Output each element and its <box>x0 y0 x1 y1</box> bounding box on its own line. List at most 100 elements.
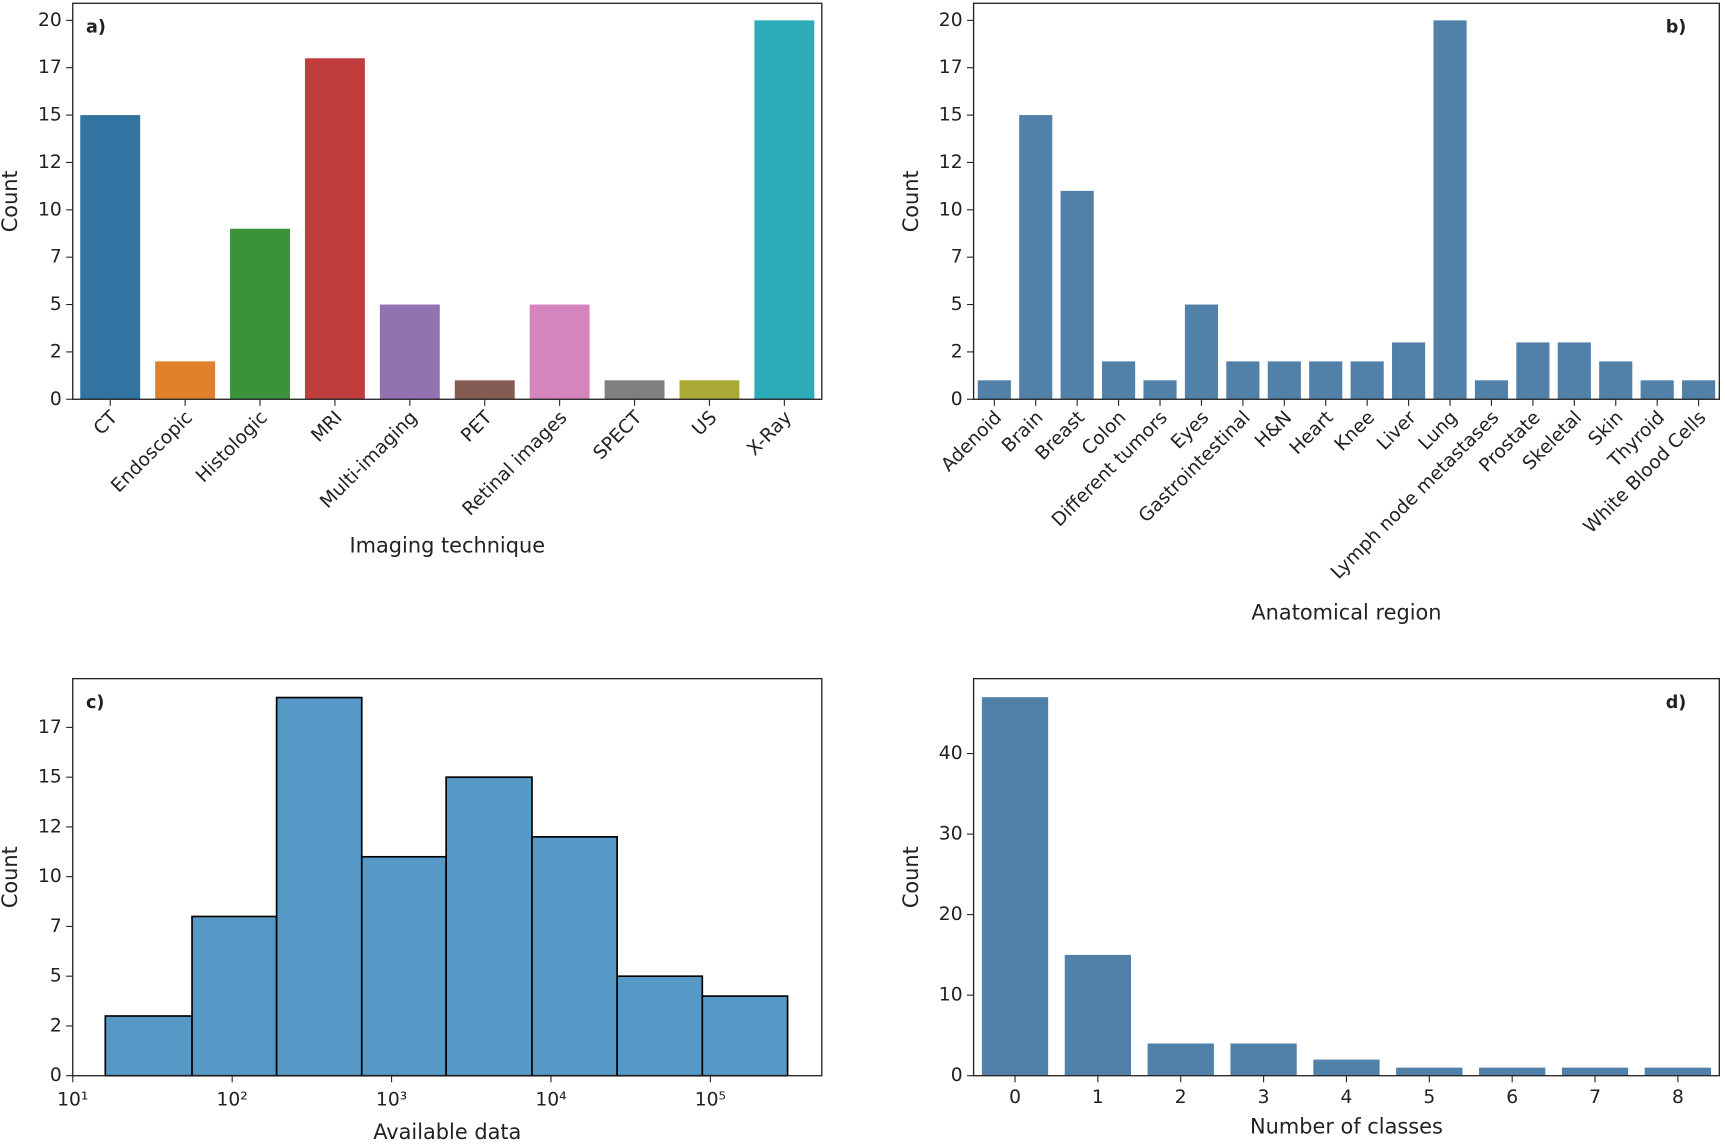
x-axis-label: Available data <box>373 1120 521 1144</box>
bar <box>1019 115 1053 400</box>
x-tick-label: Histologic <box>192 407 272 487</box>
histogram-bar <box>191 915 278 1077</box>
y-tick-label: 12 <box>939 152 963 173</box>
y-tick-label: 10 <box>38 866 62 887</box>
x-tick-label: 10⁴ <box>535 1089 566 1110</box>
subplot: 0 2 5 7 10 12 15 17 10¹ 10² 10³ 10⁴ 10⁵ c) Available d… <box>0 677 823 1144</box>
panel-label: a) <box>86 17 106 37</box>
bar <box>1557 342 1591 400</box>
x-tick-label: 2 <box>1175 1087 1187 1108</box>
axes-frame <box>972 677 1720 1077</box>
histogram-bar <box>616 975 704 1077</box>
bar <box>604 380 665 400</box>
y-tick-label: 7 <box>951 247 963 268</box>
x-tick-label: CT <box>90 407 123 440</box>
bar <box>529 304 590 400</box>
y-axis-label: Count <box>899 846 923 908</box>
x-tick-label: 4 <box>1341 1087 1353 1108</box>
y-tick-label: 15 <box>38 767 62 788</box>
axes-frame <box>72 677 823 1077</box>
x-axis-label: Number of classes <box>1250 1114 1443 1138</box>
x-tick-label: MRI <box>307 407 346 446</box>
bar <box>754 20 815 400</box>
y-tick-label: 5 <box>951 294 963 315</box>
y-tick-label: 20 <box>939 904 963 925</box>
bar <box>379 304 440 400</box>
x-tick-label: 10¹ <box>57 1089 88 1110</box>
y-tick-label: 40 <box>939 743 963 764</box>
y-tick-label: 17 <box>38 717 62 738</box>
bar <box>1433 20 1467 400</box>
x-tick-label: X-Ray <box>743 407 796 460</box>
bar <box>1184 304 1219 400</box>
panel-label: b) <box>1666 17 1687 37</box>
x-tick-label: 6 <box>1506 1087 1518 1108</box>
y-tick-label: 15 <box>939 105 963 126</box>
x-tick-label: Adenoid <box>937 407 1006 476</box>
y-tick-label: 15 <box>38 105 62 126</box>
bar <box>981 697 1049 1076</box>
bar <box>1682 380 1716 400</box>
histogram-bar <box>531 836 618 1077</box>
x-tick-label: 10³ <box>376 1089 407 1110</box>
bar <box>304 58 365 400</box>
x-tick-label: SPECT <box>590 407 647 464</box>
axes-frame <box>72 2 823 400</box>
y-tick-label: 0 <box>50 1065 62 1086</box>
bar <box>1644 1067 1712 1076</box>
bar <box>1474 380 1509 400</box>
x-axis-label: Anatomical region <box>1251 601 1441 625</box>
histogram-bar <box>275 696 363 1077</box>
y-tick-label: 12 <box>38 816 62 837</box>
bar <box>1230 1043 1297 1076</box>
bar <box>1396 1067 1463 1076</box>
bar <box>1561 1067 1629 1076</box>
y-tick-label: 7 <box>50 247 62 268</box>
x-tick-label: US <box>688 407 721 440</box>
y-axis-label: Count <box>899 170 923 232</box>
y-tick-label: 20 <box>38 10 62 31</box>
histogram-bar <box>445 776 533 1077</box>
bar <box>230 228 290 400</box>
x-tick-label: Endoscopic <box>107 407 197 497</box>
x-tick-label: 0 <box>1009 1087 1021 1108</box>
bar <box>1064 954 1132 1076</box>
x-tick-label: 10⁵ <box>695 1089 726 1110</box>
bar <box>1060 190 1094 400</box>
x-tick-label: 5 <box>1423 1087 1435 1108</box>
bar <box>1350 361 1384 400</box>
x-tick-label: Knee <box>1331 407 1379 455</box>
histogram-bar <box>701 995 789 1077</box>
y-tick-label: 0 <box>951 1065 963 1086</box>
bar <box>1147 1043 1214 1076</box>
y-tick-label: 5 <box>50 294 62 315</box>
bar <box>1143 380 1177 400</box>
y-tick-label: 17 <box>38 57 62 78</box>
y-tick-label: 30 <box>939 824 963 845</box>
bar <box>1640 380 1674 400</box>
x-tick-label: 1 <box>1092 1087 1104 1108</box>
x-tick-label: 10² <box>217 1089 248 1110</box>
y-tick-label: 2 <box>50 341 62 362</box>
y-tick-label: 12 <box>38 152 62 173</box>
bar <box>1479 1067 1546 1076</box>
bar <box>1516 342 1550 400</box>
bar <box>679 380 740 400</box>
x-tick-label: 3 <box>1258 1087 1270 1108</box>
y-tick-label: 10 <box>939 199 963 220</box>
y-tick-label: 0 <box>50 389 62 410</box>
bar <box>454 380 515 400</box>
bar <box>1313 1059 1380 1076</box>
bar <box>1599 361 1633 400</box>
x-tick-label: Liver <box>1373 407 1420 454</box>
histogram-bar <box>104 1015 193 1077</box>
panel-label: d) <box>1666 693 1687 713</box>
x-tick-label: 8 <box>1672 1087 1684 1108</box>
bar <box>1267 361 1301 400</box>
y-axis-label: Count <box>0 846 22 908</box>
y-tick-label: 17 <box>939 57 963 78</box>
y-tick-label: 0 <box>951 389 963 410</box>
y-axis-label: Count <box>0 170 22 232</box>
